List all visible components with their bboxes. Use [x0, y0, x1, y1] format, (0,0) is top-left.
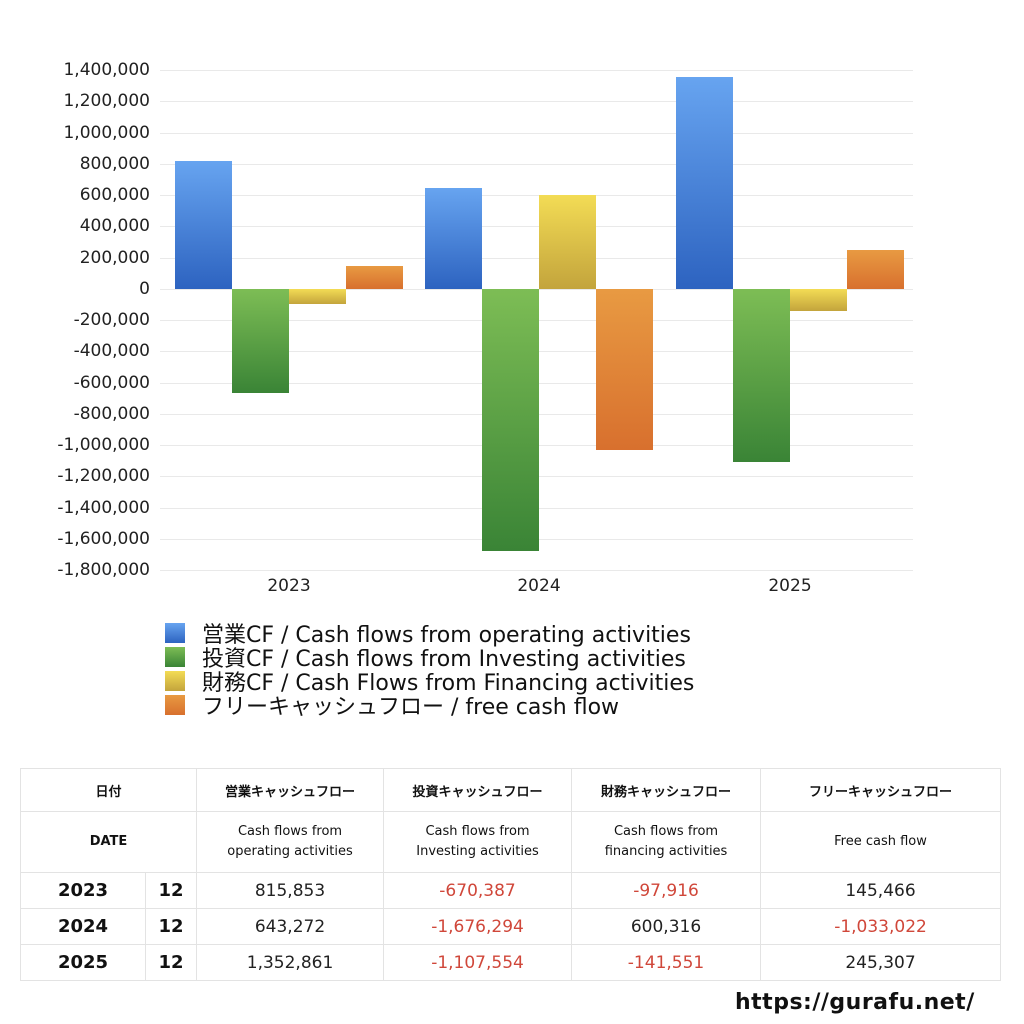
header-financing-en: Cash flows from financing activities — [571, 811, 762, 873]
bar — [539, 194, 596, 289]
legend-item-financing: 財務CF / Cash Flows from Financing activit… — [165, 669, 694, 696]
table-row: 2024 12 643,272 -1,676,294 600,316 -1,033,022 — [20, 908, 1002, 945]
y-tick-label: 200,000 — [79, 247, 150, 268]
header-investing-en: Cash flows from Investing activities — [383, 811, 573, 873]
cell-year: 2023 — [20, 872, 146, 909]
cash-flow-table: 日付 営業キャッシュフロー 投資キャッシュフロー 財務キャッシュフロー フリーキ… — [19, 768, 1002, 981]
bar — [482, 288, 539, 551]
bar — [790, 288, 847, 311]
header-investing-en-text: Cash flows from Investing activities — [416, 824, 539, 859]
cell-operating: 643,272 — [196, 908, 385, 945]
y-tick-label: -200,000 — [73, 310, 150, 330]
y-tick-label: -1,200,000 — [57, 466, 150, 487]
cell-year: 2025 — [20, 944, 146, 981]
x-tick-label: 2025 — [768, 576, 812, 596]
cell-month: 12 — [144, 908, 198, 945]
y-tick-label: -400,000 — [73, 341, 150, 362]
cell-month: 12 — [144, 944, 198, 981]
header-free-jp: フリーキャッシュフロー — [760, 768, 1002, 812]
legend-label: 投資CF / Cash flows from Investing activit… — [202, 647, 686, 672]
header-investing-jp: 投資キャッシュフロー — [383, 768, 573, 812]
cell-investing: -1,107,554 — [383, 944, 573, 981]
gridline — [160, 70, 913, 71]
legend-swatch-green — [165, 647, 185, 667]
bar — [847, 250, 904, 289]
header-operating-en: Cash flows from operating activities — [196, 811, 385, 873]
gridline — [160, 258, 913, 259]
cell-financing: -97,916 — [571, 872, 762, 909]
cell-investing: -670,387 — [383, 872, 573, 909]
gridline — [160, 226, 913, 227]
x-tick-label: 2024 — [517, 576, 561, 596]
header-date-jp: 日付 — [19, 768, 198, 812]
bar — [676, 77, 733, 289]
cell-month: 12 — [144, 872, 198, 909]
cell-operating: 815,853 — [196, 872, 385, 909]
bar — [175, 161, 232, 289]
table-row: 2025 12 1,352,861 -1,107,554 -141,551 245,307 — [20, 944, 1002, 981]
gridline — [160, 164, 913, 165]
y-tick-label: 800,000 — [79, 153, 150, 174]
cell-financing: -141,551 — [571, 944, 762, 981]
legend-label: フリーキャッシュフロー / free cash flow — [202, 695, 620, 720]
table-header-en: DATE Cash flows from operating activitie… — [19, 811, 1002, 873]
gridline — [160, 195, 913, 196]
bar — [289, 288, 346, 305]
header-financing-en-text: Cash flows from financing activities — [604, 824, 728, 859]
bar — [425, 188, 482, 289]
bar — [232, 288, 289, 394]
y-tick-label: 400,000 — [79, 216, 150, 237]
bar — [733, 288, 790, 462]
y-tick-label: -1,600,000 — [57, 528, 150, 549]
cell-financing: 600,316 — [571, 908, 762, 945]
cell-year: 2024 — [20, 908, 146, 945]
cell-free: 245,307 — [760, 944, 1002, 981]
header-operating-en-text: Cash flows from operating activities — [227, 824, 353, 859]
legend-label: 営業CF / Cash flows from operating activit… — [202, 623, 691, 648]
site-url[interactable]: https://gurafu.net/ — [735, 990, 975, 1015]
y-tick-label: 1,000,000 — [63, 122, 150, 143]
y-tick-label: -1,800,000 — [57, 560, 150, 580]
y-tick-label: -1,000,000 — [57, 435, 150, 455]
legend-label: 財務CF / Cash Flows from Financing activit… — [202, 671, 695, 696]
y-tick-label: 1,200,000 — [63, 91, 150, 112]
y-tick-label: -800,000 — [73, 403, 150, 424]
chart-legend: 営業CF / Cash flows from operating activit… — [165, 621, 694, 720]
y-tick-label: -1,400,000 — [57, 497, 150, 518]
legend-swatch-orange — [165, 695, 185, 715]
cell-free: -1,033,022 — [760, 908, 1002, 945]
header-date-en: DATE — [19, 811, 198, 873]
header-free-en: Free cash flow — [760, 811, 1002, 873]
legend-swatch-blue — [165, 623, 185, 643]
gridline — [160, 570, 913, 571]
header-financing-jp: 財務キャッシュフロー — [571, 768, 762, 812]
gridline — [160, 101, 913, 102]
legend-item-investing: 投資CF / Cash flows from Investing activit… — [165, 645, 694, 672]
bar — [596, 288, 653, 451]
cell-free: 145,466 — [760, 872, 1002, 909]
table-body: 2023 12 815,853 -670,387 -97,916 145,466 2024 1… — [20, 872, 1002, 981]
cash-flow-bar-chart: 1,400,000 1,200,000 1,000,000 800,000 600,00… — [57, 60, 913, 596]
y-tick-label: 0 — [139, 278, 150, 299]
table-row: 2023 12 815,853 -670,387 -97,916 145,466 — [20, 872, 1002, 909]
legend-item-free-cash-flow: フリーキャッシュフロー / free cash flow — [165, 693, 694, 720]
gridline — [160, 133, 913, 134]
y-tick-label: 1,400,000 — [63, 60, 150, 80]
x-tick-label: 2023 — [267, 576, 311, 596]
cell-operating: 1,352,861 — [196, 944, 385, 981]
legend-swatch-yellow — [165, 671, 185, 691]
y-tick-label: -600,000 — [73, 372, 150, 393]
header-operating-jp: 営業キャッシュフロー — [196, 768, 385, 812]
cell-investing: -1,676,294 — [383, 908, 573, 945]
y-tick-label: 600,000 — [79, 185, 150, 205]
table-header-jp: 日付 営業キャッシュフロー 投資キャッシュフロー 財務キャッシュフロー フリーキ… — [19, 768, 1002, 812]
bar — [346, 266, 403, 289]
legend-item-operating: 営業CF / Cash flows from operating activit… — [165, 621, 694, 648]
